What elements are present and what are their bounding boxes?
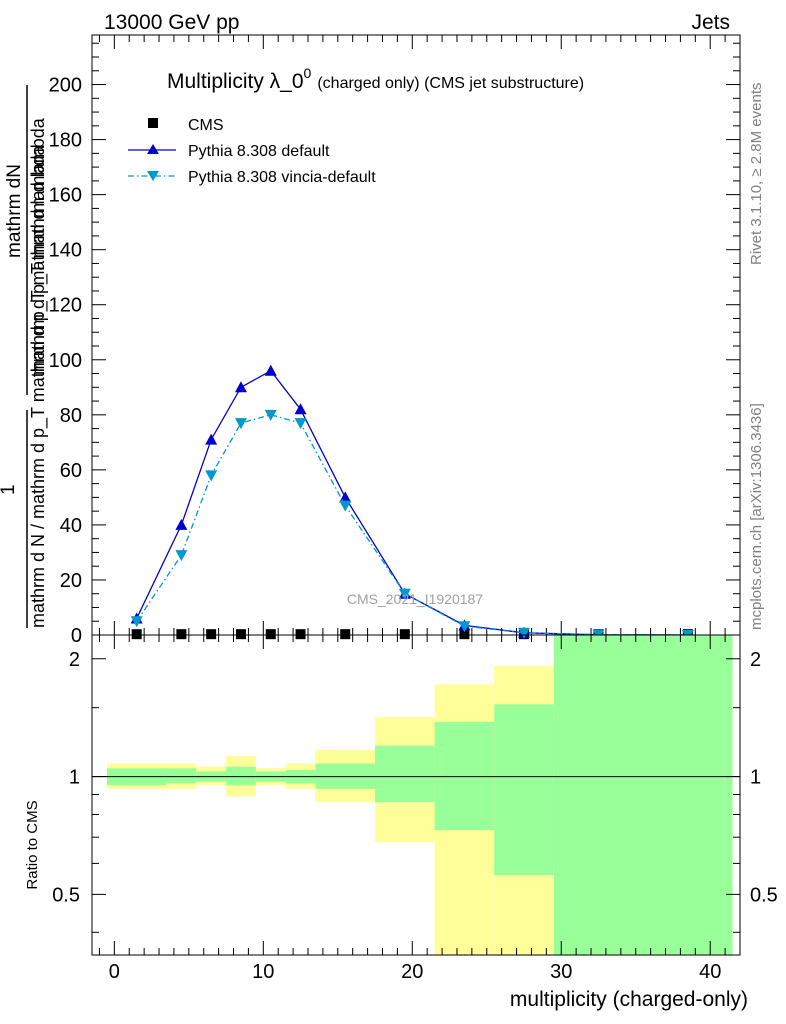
x-tick-label: 40 [699, 961, 721, 983]
cms-data-point [459, 629, 470, 640]
chart-title: Multiplicity λ_00 (charged only) (CMS jet… [167, 65, 584, 93]
ratio-y-tick-label: 1 [69, 767, 80, 789]
main-y-tick-label: 40 [60, 515, 82, 537]
ratio-y-tick-label-right: 0.5 [750, 884, 778, 906]
cms-data-point [340, 629, 351, 640]
default-data-point [294, 403, 307, 415]
ratio-y-tick-label-right: 1 [750, 767, 761, 789]
main-y-label-den1: mathrm d p_T mathrm d lambda [28, 117, 49, 375]
series-line-1 [136, 369, 688, 636]
vincia-data-point [458, 621, 471, 633]
ratio-band-inner [494, 704, 554, 876]
x-axis-label: multiplicity (charged-only) [510, 988, 748, 1011]
main-series [130, 364, 694, 641]
ratio-plot-frame [91, 634, 741, 956]
ratio-axis-ticks: 0.5 0.51 12 20 10 20 30 40 [52, 635, 778, 983]
main-y-tick-label: 60 [60, 460, 82, 482]
watermark: CMS_2021_I1920187 [347, 591, 483, 607]
ratio-band-inner [434, 721, 495, 831]
cms-data-point [176, 629, 187, 640]
ratio-band-inner [166, 768, 197, 784]
vincia-data-point [339, 500, 352, 512]
legend-label-vincia: Pythia 8.308 vincia-default [188, 169, 376, 186]
main-axis-ticks: 0 20 40 60 80 100 120 140 160 180 200 [49, 35, 740, 647]
main-y-tick-label: 20 [60, 570, 82, 592]
main-y-tick-label: 0 [71, 625, 82, 647]
ratio-band-inner [375, 745, 435, 803]
legend-marker-vincia [147, 171, 159, 181]
vincia-data-point [205, 470, 218, 482]
legend-marker-default [147, 144, 159, 154]
main-y-label-one: 1 [0, 484, 19, 495]
default-data-point [175, 518, 188, 530]
cms-data-point [265, 629, 276, 640]
default-data-point [264, 364, 277, 376]
ratio-panel: 0.5 0.51 12 20 10 20 30 40 [52, 634, 778, 983]
vincia-data-point [234, 418, 247, 430]
ratio-band-inner [226, 766, 256, 786]
main-y-tick-label: 200 [49, 75, 82, 97]
ratio-bands [106, 635, 733, 955]
rivet-label: Rivet 3.1.10, ≥ 2.8M events [748, 83, 765, 266]
default-data-point [234, 381, 247, 393]
vincia-data-point [518, 627, 530, 639]
ratio-y-tick-label: 2 [69, 649, 80, 671]
main-y-tick-label: 140 [49, 240, 82, 262]
cms-data-point [235, 629, 246, 640]
vincia-data-point [294, 418, 307, 430]
x-tick-label: 30 [550, 961, 572, 983]
energy-label: 13000 GeV pp [104, 11, 239, 34]
chart-title-suffix: (charged only) (CMS jet substructure) [317, 75, 584, 92]
series-line-2 [136, 414, 688, 636]
x-tick-label: 20 [401, 961, 423, 983]
legend-marker-cms [148, 118, 158, 128]
cms-data-point [206, 629, 217, 640]
ratio-y-tick-label: 0.5 [52, 884, 80, 906]
cms-data-point [399, 629, 410, 640]
default-data-point [205, 433, 218, 445]
vincia-data-point [175, 550, 188, 562]
main-y-tick-label: 180 [49, 130, 82, 152]
process-label: Jets [691, 11, 730, 34]
main-y-tick-label: 80 [60, 405, 82, 427]
ratio-band-inner [553, 635, 733, 955]
vincia-data-point [264, 409, 277, 421]
cms-data-point [295, 629, 306, 640]
ratio-y-label: Ratio to CMS [24, 800, 41, 889]
legend-label-default: Pythia 8.308 default [188, 143, 330, 160]
vincia-data-point [130, 616, 143, 628]
mcplots-label: mcplots.cern.ch [arXiv:1306.3436] [748, 403, 765, 630]
main-y-tick-label: 160 [49, 185, 82, 207]
x-tick-label: 0 [109, 961, 120, 983]
chart-title-base: Multiplicity λ_0 [167, 70, 304, 93]
ratio-y-tick-label-right: 2 [750, 649, 761, 671]
main-panel: 0 20 40 60 80 100 120 140 160 180 200 [49, 34, 741, 647]
main-y-tick-label: 100 [49, 350, 82, 372]
main-y-label-den2: mathrm d N / mathrm d p_T mathrm d p_T m… [28, 145, 49, 628]
chart-title-sup: 0 [304, 65, 312, 81]
legend: CMS Pythia 8.308 default Pythia 8.308 vi… [128, 117, 376, 186]
x-tick-label: 10 [252, 961, 274, 983]
main-y-label-num: mathrm dN [4, 164, 25, 258]
legend-label-cms: CMS [188, 117, 224, 134]
main-y-tick-label: 120 [49, 295, 82, 317]
vincia-data-point [398, 588, 411, 600]
cms-data-point [131, 629, 142, 640]
main-y-label: mathrm dN mathrm d p_T mathrm d lambda 1… [0, 85, 49, 628]
